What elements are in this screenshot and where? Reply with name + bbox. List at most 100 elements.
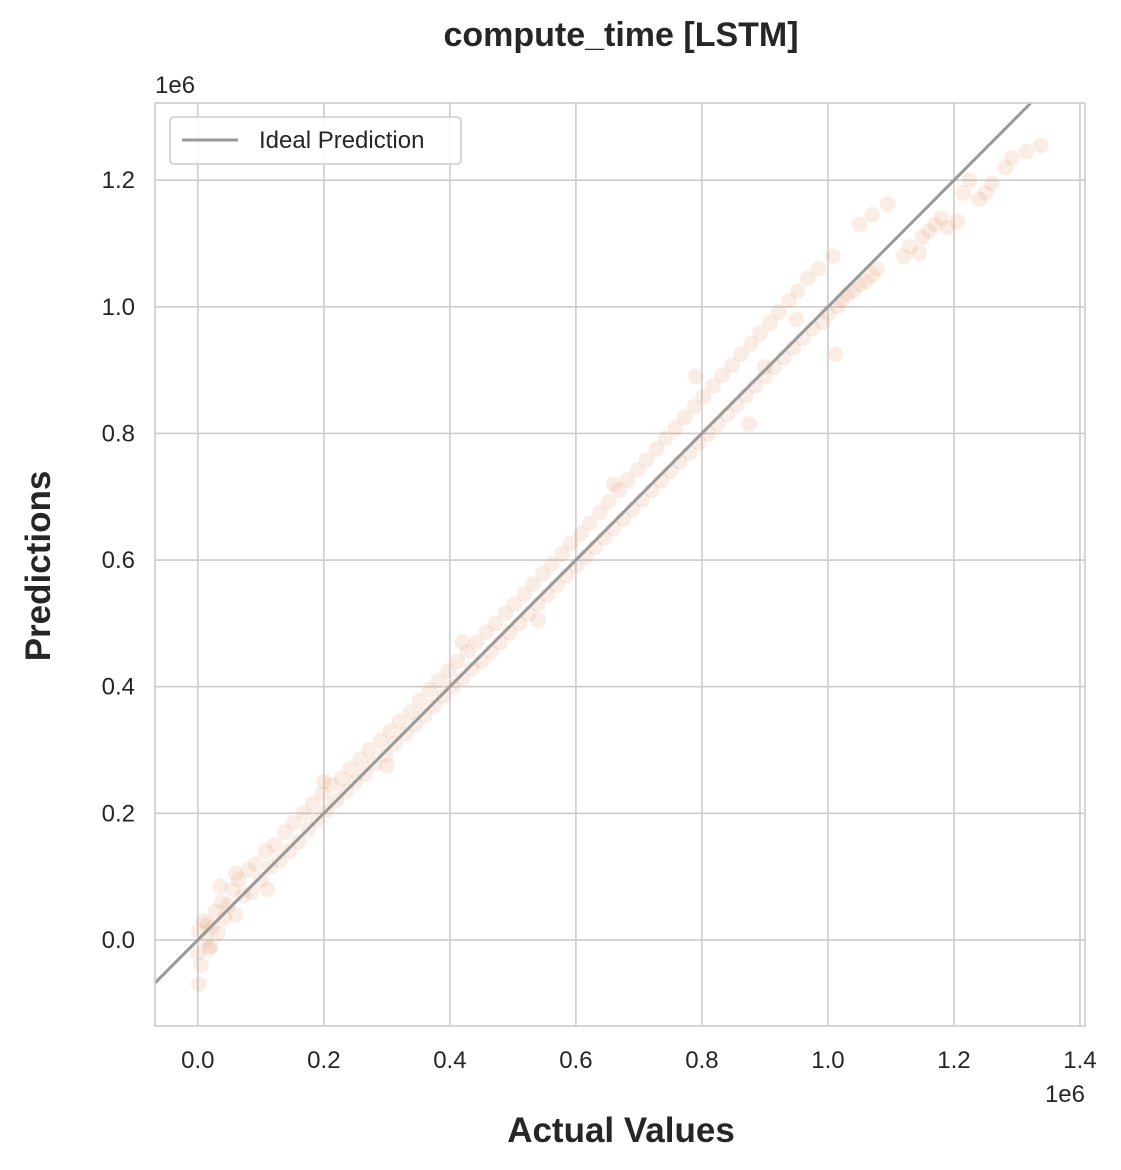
scatter-point xyxy=(435,687,453,705)
scatter-point xyxy=(381,722,399,740)
scatter-point xyxy=(271,852,289,870)
scatter-point xyxy=(868,260,886,278)
scatter-point xyxy=(687,367,705,385)
scatter-point xyxy=(416,706,434,724)
scatter-point xyxy=(879,195,897,213)
scatter-point xyxy=(863,266,881,284)
scatter-point xyxy=(619,471,637,489)
scatter-point xyxy=(280,842,298,860)
ideal-prediction-line xyxy=(153,101,1032,985)
scatter-point xyxy=(970,190,988,208)
scatter-point xyxy=(211,877,229,895)
scatter-point xyxy=(440,662,458,680)
scatter-point xyxy=(247,855,265,873)
scatter-point xyxy=(591,504,609,522)
scatter-point xyxy=(675,409,693,427)
scatter-point xyxy=(227,864,245,882)
x-tick-label: 0.6 xyxy=(559,1047,592,1074)
x-tick-label: 0.0 xyxy=(181,1047,214,1074)
scatter-point xyxy=(976,184,994,202)
x-tick-label: 1.4 xyxy=(1063,1047,1096,1074)
scatter-point xyxy=(215,909,233,927)
scatter-point xyxy=(997,159,1015,177)
scatter-point xyxy=(543,555,561,573)
scatter-point xyxy=(920,222,938,240)
scatter-point xyxy=(209,925,227,943)
x-tick-label: 1.2 xyxy=(937,1047,970,1074)
scatter-point xyxy=(467,633,485,651)
scatter-point xyxy=(285,814,303,832)
scatter-point xyxy=(453,633,471,651)
scatter-point xyxy=(206,902,224,920)
scatter-point xyxy=(787,311,805,329)
scatter-point xyxy=(444,678,462,696)
y-tick-label: 0.2 xyxy=(102,800,135,827)
scatter-point xyxy=(486,614,504,632)
scatter-point xyxy=(1032,136,1050,154)
scatter-point xyxy=(770,303,788,321)
scatter-point xyxy=(826,345,844,363)
scatter-point xyxy=(809,260,827,278)
scatter-point xyxy=(430,671,448,689)
x-offset-text: 1e6 xyxy=(1045,1081,1085,1108)
scatter-point xyxy=(961,171,979,189)
scatter-point xyxy=(895,247,913,265)
scatter-point xyxy=(850,216,868,234)
scatter-point xyxy=(314,785,332,803)
scatter-point xyxy=(780,292,798,310)
scatter-point xyxy=(857,273,875,291)
scatter-point xyxy=(863,206,881,224)
plot-area xyxy=(153,101,1086,1027)
scatter-point xyxy=(572,524,590,542)
scatter-point xyxy=(824,247,842,265)
y-tick-label: 0.8 xyxy=(102,420,135,447)
scatter-point xyxy=(351,750,369,768)
scatter-point xyxy=(694,388,712,406)
plot-border xyxy=(154,102,1086,1027)
x-tick-label: 1.0 xyxy=(811,1047,844,1074)
legend-box xyxy=(169,116,462,165)
y-axis-ticks: 0.0 0.2 0.4 0.6 0.8 1.0 1.2 xyxy=(102,167,135,954)
scatter-point xyxy=(1017,143,1035,161)
scatter-point xyxy=(610,481,628,499)
scatter-point xyxy=(756,358,774,376)
scatter-point xyxy=(605,475,623,493)
scatter-point xyxy=(713,366,731,384)
x-axis-label: Actual Values xyxy=(507,1111,735,1150)
scatter-point xyxy=(258,880,276,898)
scatter-point xyxy=(814,314,832,332)
scatter-point xyxy=(913,228,931,246)
scatter-point xyxy=(397,725,415,743)
y-tick-label: 0.4 xyxy=(102,674,135,701)
scatter-point xyxy=(685,398,703,416)
scatter-point xyxy=(425,697,443,715)
scatter-point xyxy=(378,757,396,775)
scatter-point xyxy=(648,440,666,458)
scatter-point xyxy=(189,944,207,962)
scatter-point xyxy=(515,585,533,603)
scatter-point xyxy=(257,842,275,860)
scatter-point xyxy=(529,611,547,629)
y-tick-label: 1.0 xyxy=(102,294,135,321)
scatter-point xyxy=(751,324,769,342)
scatter-point xyxy=(983,174,1001,192)
scatter-point xyxy=(266,836,284,854)
scatter-point xyxy=(201,937,219,955)
scatter-point xyxy=(402,703,420,721)
scatter-point xyxy=(581,514,599,532)
legend: Ideal Prediction xyxy=(169,116,462,165)
scatter-point xyxy=(406,716,424,734)
scatter-point xyxy=(252,871,270,889)
scatter-point xyxy=(1003,149,1021,167)
scatter-point xyxy=(742,335,760,353)
scatter-point xyxy=(200,940,218,958)
scatter-point xyxy=(948,212,966,230)
scatter-point xyxy=(239,861,257,879)
scatter-point xyxy=(629,461,647,479)
scatter-point xyxy=(459,643,477,661)
scatter-point xyxy=(360,741,378,759)
scatter-point xyxy=(553,545,571,563)
scatter-point xyxy=(213,893,231,911)
scatter-point xyxy=(219,896,237,914)
scatter-point xyxy=(704,377,722,395)
